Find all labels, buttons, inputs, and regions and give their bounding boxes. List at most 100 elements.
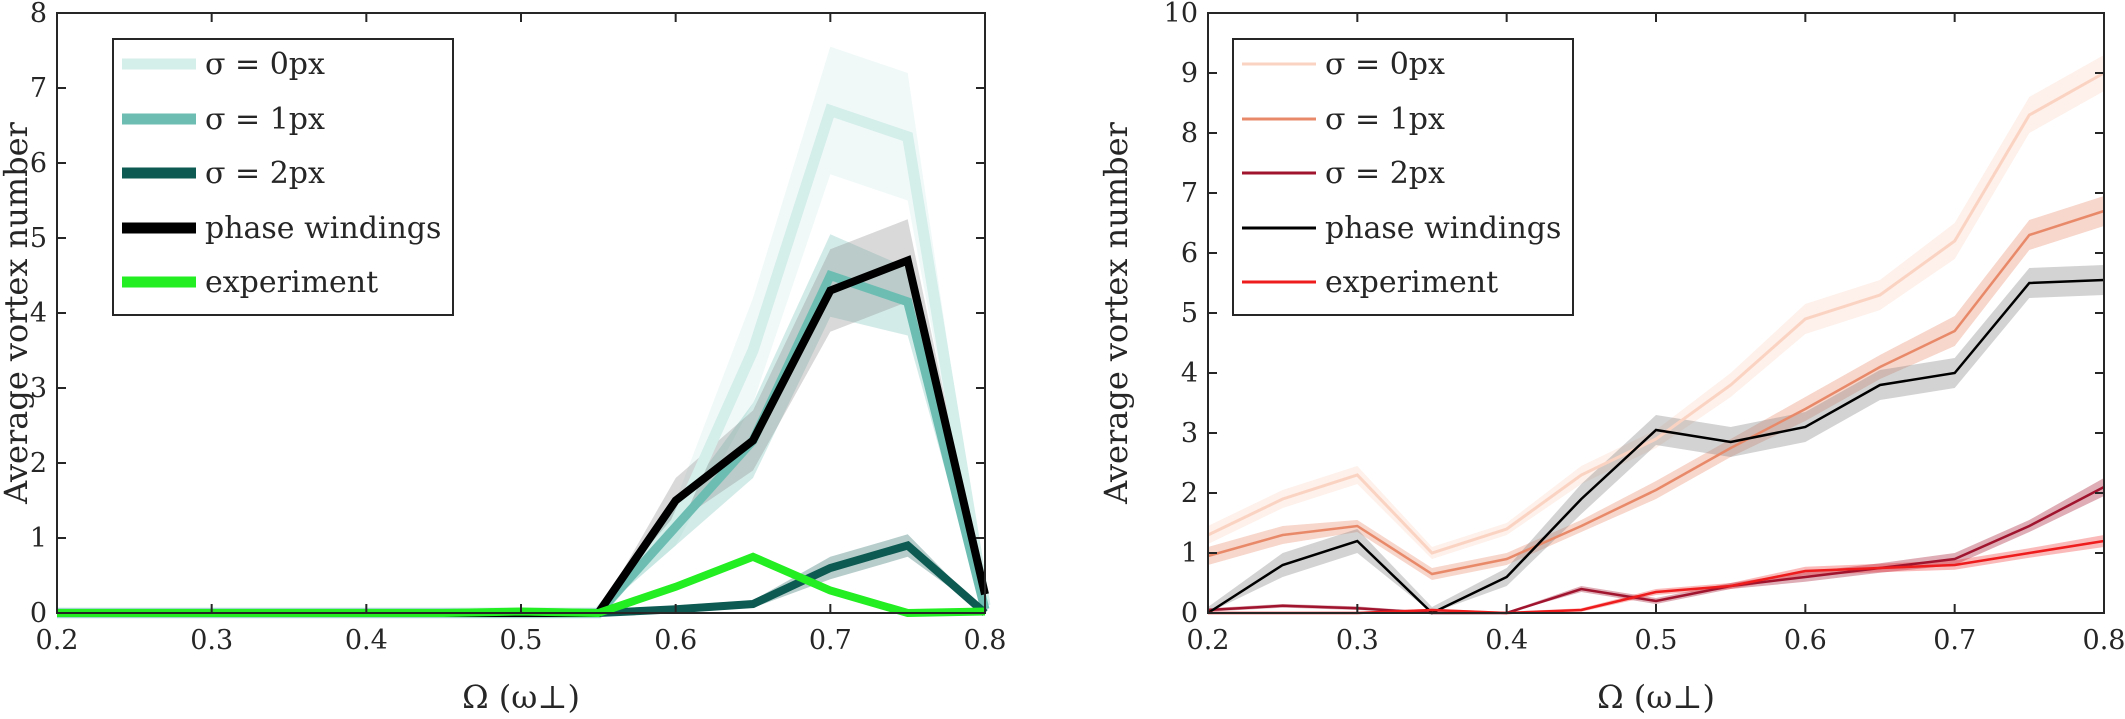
right-legend: σ = 0px σ = 1px σ = 2px phase windings e…	[1232, 38, 1574, 316]
left-point-1-11	[907, 301, 908, 302]
left-xtick-label-4: 0.6	[654, 625, 697, 656]
right-legend-label-4: experiment	[1325, 265, 1498, 300]
right-xtick-label-3: 0.5	[1635, 625, 1678, 656]
right-point-1-1	[1282, 535, 1283, 536]
left-point-2-9	[753, 604, 754, 605]
right-ytick-label-2: 2	[1181, 478, 1198, 509]
left-xtick-label-1: 0.3	[190, 625, 233, 656]
right-point-4-5	[1581, 610, 1582, 611]
left-legend-label-2: σ = 2px	[205, 156, 325, 191]
left-chart: 0.2 0.3 0.4 0.5 0.6 0.7 0.8 0 1 2 3 4 5 6 7 8 Average v…	[0, 0, 1006, 716]
right-chart: 0.2 0.3 0.4 0.5 0.6 0.7 0.8 0 1 2 3 4 5 6 7 8 9 10 Averag…	[1097, 0, 2125, 716]
left-ytick-label-1: 1	[30, 523, 47, 554]
left-xtick-label-5: 0.7	[809, 625, 852, 656]
left-point-3-9	[753, 440, 754, 441]
left-point-3-8	[675, 500, 676, 501]
right-point-0-7	[1730, 385, 1731, 386]
right-xtick-label-6: 0.8	[2083, 625, 2125, 656]
right-point-2-11	[2029, 526, 2030, 527]
right-xtick-label-5: 0.7	[1933, 625, 1976, 656]
right-legend-label-2: σ = 2px	[1325, 156, 1445, 191]
left-xtick-label-3: 0.5	[500, 625, 543, 656]
right-point-0-5	[1581, 475, 1582, 476]
right-ytick-label-4: 4	[1181, 358, 1198, 389]
left-ytick-label-5: 5	[30, 223, 47, 254]
right-xlabel: Ω (ω⊥)	[1597, 678, 1715, 716]
right-xtick-label-1: 0.3	[1336, 625, 1379, 656]
right-point-3-7	[1730, 442, 1731, 443]
right-axes: 0.2 0.3 0.4 0.5 0.6 0.7 0.8 0 1 2 3 4 5 6 7 8 9 10	[1164, 0, 2125, 656]
right-point-4-11	[2029, 553, 2030, 554]
right-series-line-1	[1207, 209, 2105, 576]
left-legend-label-3: phase windings	[205, 211, 441, 246]
left-band-3	[57, 219, 985, 614]
right-point-0-2	[1357, 475, 1358, 476]
right-plot-frame	[1207, 12, 2105, 614]
right-point-1-8	[1805, 409, 1806, 410]
left-plot-frame	[56, 12, 986, 614]
left-point-0-10	[830, 110, 831, 111]
right-point-0-8	[1805, 319, 1806, 320]
left-ylabel: Average vortex number	[0, 121, 35, 504]
right-point-2-6	[1656, 601, 1657, 602]
right-xtick-label-2: 0.4	[1485, 625, 1528, 656]
right-point-1-11	[2029, 235, 2030, 236]
right-legend-label-0: σ = 0px	[1325, 47, 1445, 82]
right-point-1-7	[1730, 448, 1731, 449]
right-point-1-4	[1506, 559, 1507, 560]
left-xtick-label-2: 0.4	[345, 625, 388, 656]
right-xtick-label-0: 0.2	[1187, 625, 1230, 656]
right-point-4-9	[1880, 568, 1881, 569]
left-point-4-8	[675, 586, 676, 587]
right-point-0-10	[1954, 241, 1955, 242]
left-xtick-label-6: 0.8	[964, 625, 1007, 656]
left-point-0-11	[907, 136, 908, 137]
right-point-0-9	[1880, 295, 1881, 296]
right-point-2-10	[1954, 559, 1955, 560]
right-legend-label-3: phase windings	[1325, 211, 1561, 246]
right-series-line-0	[1207, 71, 2105, 555]
right-point-0-1	[1282, 499, 1283, 500]
right-ytick-label-5: 5	[1181, 298, 1198, 329]
right-ytick-label-9: 9	[1181, 58, 1198, 89]
left-axes: 0.2 0.3 0.4 0.5 0.6 0.7 0.8 0 1 2 3 4 5 6 7 8	[30, 0, 1007, 656]
right-point-3-9	[1880, 385, 1881, 386]
right-marks	[1207, 55, 2105, 615]
left-band-2	[57, 534, 985, 613]
left-point-1-8	[675, 526, 676, 527]
right-ytick-label-0: 0	[1181, 598, 1198, 629]
right-point-0-4	[1506, 529, 1507, 530]
right-series-line-3	[1207, 278, 2105, 615]
left-ytick-label-6: 6	[30, 148, 47, 179]
right-point-1-9	[1880, 367, 1881, 368]
right-point-0-11	[2029, 115, 2030, 116]
left-point-3-11	[907, 260, 908, 261]
right-point-2-1	[1282, 605, 1283, 606]
right-point-3-11	[2029, 283, 2030, 284]
right-point-1-3	[1432, 574, 1433, 575]
left-ytick-label-3: 3	[30, 373, 47, 404]
left-point-2-11	[907, 545, 908, 546]
right-legend-box	[1232, 38, 1574, 316]
right-ytick-label-1: 1	[1181, 538, 1198, 569]
right-ytick-label-8: 8	[1181, 118, 1198, 149]
left-ytick-label-8: 8	[30, 0, 47, 29]
right-point-3-5	[1581, 499, 1582, 500]
left-point-4-10	[830, 590, 831, 591]
right-point-1-5	[1581, 526, 1582, 527]
left-point-2-10	[830, 568, 831, 569]
right-point-2-8	[1805, 577, 1806, 578]
right-point-0-6	[1656, 439, 1657, 440]
left-legend-label-0: σ = 0px	[205, 47, 325, 82]
right-point-4-10	[1954, 565, 1955, 566]
left-legend-label-1: σ = 1px	[205, 102, 325, 137]
right-point-3-2	[1357, 541, 1358, 542]
right-ytick-label-3: 3	[1181, 418, 1198, 449]
left-legend: σ = 0px σ = 1px σ = 2px phase windings e…	[112, 38, 454, 316]
left-ytick-label-4: 4	[30, 298, 47, 329]
right-ylabel: Average vortex number	[1097, 121, 1135, 504]
right-point-1-2	[1357, 526, 1358, 527]
left-xlabel: Ω (ω⊥)	[462, 678, 580, 716]
right-point-1-6	[1656, 490, 1657, 491]
